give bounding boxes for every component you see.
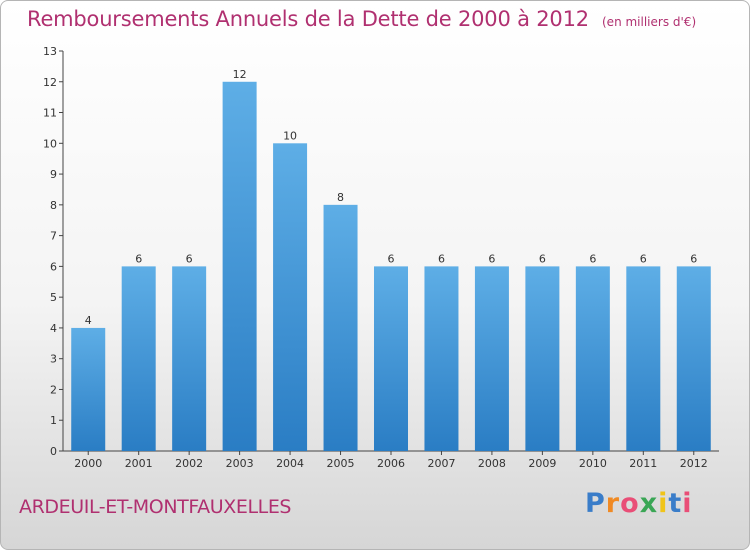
chart-title: Remboursements Annuels de la Dette de 20… — [27, 7, 589, 31]
x-tick-label: 2004 — [276, 457, 304, 470]
y-tick-label: 11 — [43, 107, 57, 120]
bar-value-label: 6 — [438, 252, 445, 265]
y-tick-label: 5 — [50, 291, 57, 304]
x-tick-label: 2007 — [427, 457, 455, 470]
x-tick-label: 2000 — [74, 457, 102, 470]
bar — [626, 266, 661, 451]
bar — [121, 266, 156, 451]
chart-unit-note: (en milliers d'€) — [602, 15, 697, 29]
logo-letter: i — [658, 488, 669, 519]
bar-value-label: 8 — [337, 191, 344, 204]
bar-value-label: 6 — [388, 252, 395, 265]
x-tick-label: 2012 — [680, 457, 708, 470]
bar — [323, 204, 358, 451]
logo-letter: i — [682, 488, 693, 519]
bar-value-label: 6 — [186, 252, 193, 265]
bars: 4 6 6 12 10 8 6 6 6 6 6 6 6 — [71, 68, 711, 452]
bar-value-label: 6 — [690, 252, 697, 265]
y-tick-label: 2 — [50, 383, 57, 396]
bar — [424, 266, 459, 451]
bar — [273, 143, 308, 452]
logo-letter: r — [605, 488, 621, 519]
bar — [575, 266, 610, 451]
y-tick-label: 0 — [50, 445, 57, 458]
logo-letter: x — [639, 488, 659, 519]
logo-letter: P — [585, 488, 606, 519]
x-tick-label: 2001 — [125, 457, 153, 470]
bar — [676, 266, 711, 451]
commune-name: ARDEUIL-ET-MONTFAUXELLES — [19, 496, 292, 518]
x-tick-label: 2009 — [528, 457, 556, 470]
y-tick-label: 1 — [50, 414, 57, 427]
y-tick-label: 8 — [50, 199, 57, 212]
bar — [71, 327, 106, 451]
bar-value-label: 4 — [85, 314, 92, 327]
y-tick-label: 12 — [43, 76, 57, 89]
y-tick-label: 3 — [50, 353, 57, 366]
bar — [474, 266, 509, 451]
bar — [222, 81, 257, 452]
logo-letter: t — [668, 488, 683, 519]
logo-letter: o — [620, 488, 640, 519]
x-tick-label: 2010 — [579, 457, 607, 470]
bar-value-label: 6 — [135, 252, 142, 265]
y-tick-label: 13 — [43, 45, 57, 58]
bar — [172, 266, 207, 451]
y-tick-label: 6 — [50, 260, 57, 273]
proxiti-logo: Proxiti — [585, 488, 693, 519]
y-tick-label: 7 — [50, 230, 57, 243]
bar — [374, 266, 408, 451]
x-tick-label: 2011 — [629, 457, 657, 470]
bar-value-label: 12 — [233, 68, 247, 81]
bar-value-label: 6 — [589, 252, 596, 265]
y-tick-label: 9 — [50, 168, 57, 181]
x-tick-label: 2003 — [226, 457, 254, 470]
bar-value-label: 6 — [539, 252, 546, 265]
bar-value-label: 6 — [488, 252, 495, 265]
y-tick-label: 10 — [43, 137, 57, 150]
y-tick-label: 4 — [50, 322, 57, 335]
bar-value-label: 10 — [283, 129, 297, 142]
title-row: Remboursements Annuels de la Dette de 20… — [27, 7, 696, 31]
x-tick-label: 2005 — [327, 457, 355, 470]
bar-value-label: 6 — [640, 252, 647, 265]
bar — [525, 266, 560, 451]
x-tick-label: 2002 — [175, 457, 203, 470]
x-tick-label: 2008 — [478, 457, 506, 470]
x-tick-label: 2006 — [377, 457, 405, 470]
